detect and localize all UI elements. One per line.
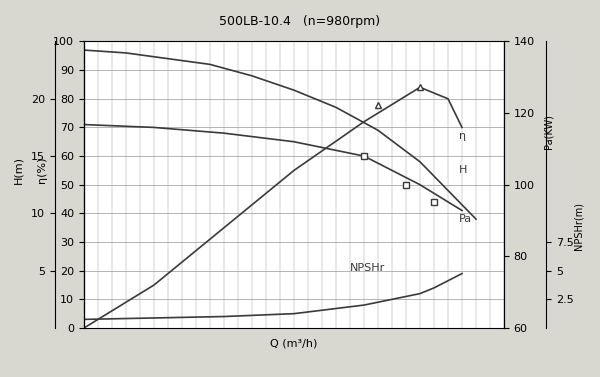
Text: H: H — [459, 166, 467, 175]
Text: Pa(KW): Pa(KW) — [544, 115, 554, 149]
Text: η(%): η(%) — [37, 156, 47, 183]
X-axis label: Q (m³/h): Q (m³/h) — [271, 338, 317, 348]
Text: NPSHr(m): NPSHr(m) — [574, 202, 584, 250]
Text: η: η — [459, 131, 466, 141]
Text: 500LB-10.4   (n=980rpm): 500LB-10.4 (n=980rpm) — [220, 15, 380, 28]
Text: NPSHr: NPSHr — [350, 263, 385, 273]
Text: Pa: Pa — [459, 214, 472, 224]
Text: H(m): H(m) — [13, 156, 23, 184]
